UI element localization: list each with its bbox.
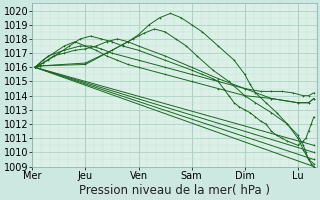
X-axis label: Pression niveau de la mer( hPa ): Pression niveau de la mer( hPa ) bbox=[79, 184, 270, 197]
